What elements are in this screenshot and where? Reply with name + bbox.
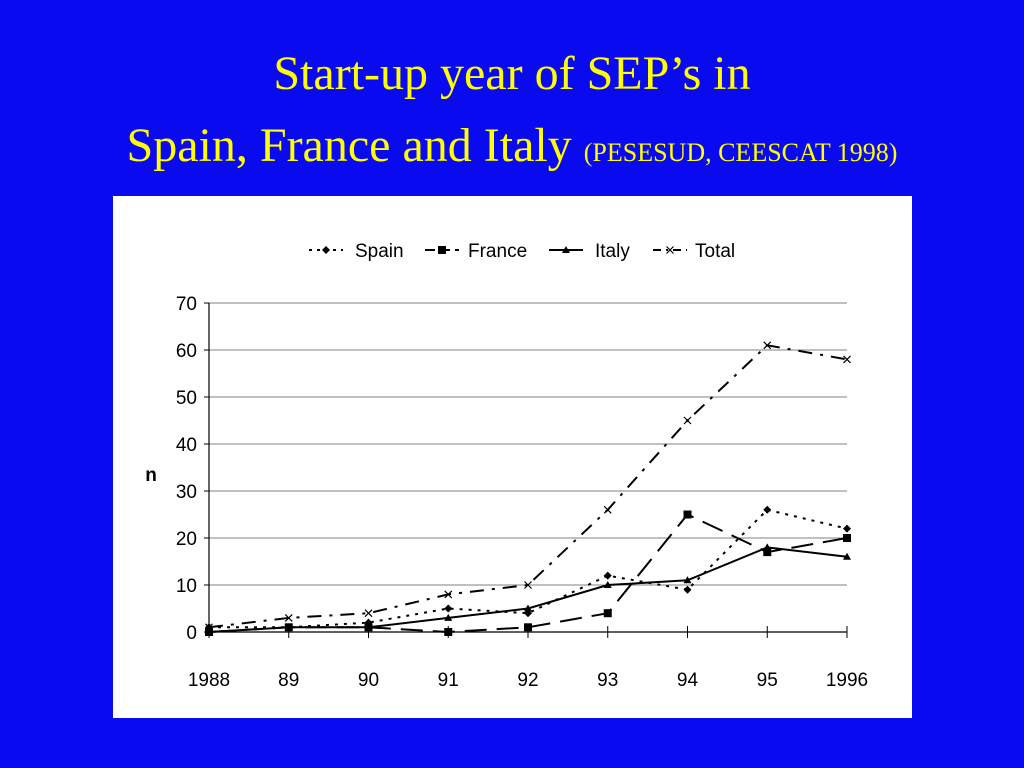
data-point-italy [603,581,612,588]
legend-label-france: France [468,241,527,262]
y-tick-label: 30 [176,482,197,503]
legend-label-total: Total [695,241,735,262]
x-tick-label: 92 [517,670,538,691]
y-tick-label: 60 [176,341,197,362]
data-point-italy [843,552,851,560]
x-tick-label: 91 [438,670,459,691]
legend-marker-total [666,246,674,254]
y-tick-label: 50 [176,388,197,409]
title-citation: (PESESUD, CEESCAT 1998) [583,138,898,167]
chart-panel: 0 10 20 30 40 50 60 70 1988 89 90 91 92 93 94 95 1996 n Sp… [113,196,912,718]
data-point-italy [763,543,772,551]
x-tick-label: 1988 [188,670,230,691]
x-tick-label: 95 [757,670,778,691]
data-point-total [205,623,213,632]
data-point-total [603,505,612,514]
y-tick-label: 40 [176,435,197,456]
y-tick-label: 20 [176,529,197,550]
data-point-italy [205,628,213,635]
x-tick-label: 89 [278,670,299,691]
y-tick-label: 0 [186,623,197,644]
data-point-total [444,590,453,599]
series-line-italy [208,546,848,633]
series-line-total [208,344,848,629]
data-point-italy [364,623,373,631]
data-point-france [763,548,772,557]
data-point-total [763,341,772,350]
data-point-total [284,613,293,622]
legend-marker-spain [322,246,330,254]
y-axis-label: n [145,465,157,486]
data-point-spain [683,585,692,594]
data-point-total [364,609,373,618]
x-tick-label: 94 [677,670,699,691]
data-point-france [843,534,851,542]
title-line-2: Spain, France and Italy (PESESUD, CEESCA… [0,118,1024,181]
data-point-italy [444,613,453,621]
x-tick-label: 90 [358,670,379,691]
data-point-spain [603,571,612,580]
legend-marker-italy [562,246,570,253]
data-point-france [603,609,612,618]
data-point-spain [763,505,772,514]
data-point-italy [284,623,293,631]
y-tick-label: 10 [176,576,197,597]
data-point-total [843,355,851,364]
data-point-italy [524,604,532,612]
data-point-italy [683,576,692,584]
data-point-spain [843,524,851,533]
title-line-1: Start-up year of SEP’s in [273,47,751,100]
line-chart: 0 10 20 30 40 50 60 70 1988 89 90 91 92 93 94 95 1996 n Sp… [145,241,868,691]
data-point-total [683,416,692,425]
data-point-spain [444,604,453,613]
data-point-france [444,628,453,636]
legend-label-italy: Italy [595,241,630,262]
x-tick-label: 93 [597,670,618,691]
title-line-2-text: Spain, France and Italy [126,119,572,172]
legend-marker-france [438,246,446,254]
data-point-france [683,510,692,519]
data-point-total [524,581,532,589]
legend-label-spain: Spain [355,241,404,262]
y-tick-label: 70 [176,294,197,315]
data-point-france [524,623,532,632]
x-tick-label: 1996 [826,670,868,691]
